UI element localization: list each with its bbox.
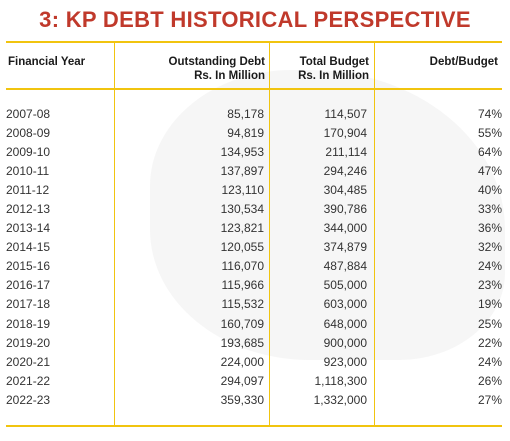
table-row: 2020-21 224,000 923,000 24% [6,352,502,371]
cell-total-budget: 344,000 [323,221,367,236]
table-row: 2021-22 294,097 1,118,300 26% [6,371,502,390]
cell-financial-year: 2012-13 [6,202,51,217]
cell-financial-year: 2019-20 [6,335,51,350]
cell-outstanding-debt: 123,821 [220,221,264,236]
cell-financial-year: 2013-14 [6,221,51,236]
header-outstanding-debt-line2: Rs. In Million [194,70,265,82]
table-row: 2015-16 116,070 487,884 24% [6,257,502,276]
cell-total-budget: 114,507 [324,106,368,121]
table-row: 2012-13 130,534 390,786 33% [6,199,502,218]
cell-outstanding-debt: 134,953 [220,144,264,159]
cell-debt-budget: 33% [477,202,502,217]
cell-outstanding-debt: 130,534 [220,202,264,217]
cell-debt-budget: 27% [477,392,502,407]
cell-financial-year: 2007-08 [6,106,51,121]
cell-financial-year: 2016-17 [6,278,51,293]
debt-table-body: 2007-08 85,178 114,507 74% 2008-09 94,819 170,… [6,104,502,410]
table-row: 2022-23 359,330 1,332,000 27% [6,390,502,409]
table-row: 2014-15 120,055 374,879 32% [6,238,502,257]
header-total-budget-line2: Rs. In Million [298,70,369,82]
cell-outstanding-debt: 359,330 [220,392,264,407]
cell-outstanding-debt: 193,685 [220,335,264,350]
header-rule [6,88,502,90]
cell-debt-budget: 23% [477,278,502,293]
header-outstanding-debt: Outstanding Debt Rs. In Million [115,55,265,83]
cell-financial-year: 2011-12 [6,182,50,197]
cell-total-budget: 304,485 [323,182,367,197]
cell-outstanding-debt: 160,709 [220,316,264,331]
table-row: 2013-14 123,821 344,000 36% [6,219,502,238]
cell-total-budget: 900,000 [323,335,367,350]
cell-debt-budget: 26% [477,373,502,388]
table-row: 2018-19 160,709 648,000 25% [6,314,502,333]
cell-total-budget: 648,000 [323,316,367,331]
column-divider [374,43,375,425]
cell-debt-budget: 36% [477,221,502,236]
top-rule [6,41,502,43]
cell-financial-year: 2022-23 [6,392,51,407]
cell-total-budget: 1,332,000 [313,392,367,407]
cell-debt-budget: 40% [477,182,502,197]
header-total-budget-line1: Total Budget [299,56,369,68]
cell-total-budget: 374,879 [323,240,367,255]
cell-outstanding-debt: 294,097 [220,373,264,388]
cell-debt-budget: 55% [477,125,502,140]
cell-outstanding-debt: 120,055 [220,240,264,255]
cell-total-budget: 487,884 [323,259,367,274]
cell-total-budget: 1,118,300 [314,373,368,388]
cell-financial-year: 2015-16 [6,259,51,274]
cell-outstanding-debt: 85,178 [227,106,264,121]
cell-outstanding-debt: 94,819 [227,125,264,140]
cell-financial-year: 2014-15 [6,240,51,255]
table-row: 2008-09 94,819 170,904 55% [6,123,502,142]
cell-debt-budget: 25% [477,316,502,331]
cell-financial-year: 2017-18 [6,297,51,312]
cell-financial-year: 2010-11 [6,163,50,178]
page-title: 3: KP DEBT HISTORICAL PERSPECTIVE [39,7,471,32]
cell-debt-budget: 64% [477,144,502,159]
cell-total-budget: 294,246 [323,163,367,178]
cell-total-budget: 211,114 [325,144,367,159]
cell-financial-year: 2018-19 [6,316,51,331]
cell-debt-budget: 22% [477,335,502,350]
debt-table: 2007-08 85,178 114,507 74% 2008-09 94,819 170,… [6,104,502,410]
table-row: 2019-20 193,685 900,000 22% [6,333,502,352]
cell-outstanding-debt: 116,070 [221,259,265,274]
cell-debt-budget: 32% [477,240,502,255]
table-row: 2011-12 123,110 304,485 40% [6,180,502,199]
cell-financial-year: 2009-10 [6,144,51,159]
header-outstanding-debt-line1: Outstanding Debt [168,56,265,68]
cell-total-budget: 390,786 [323,202,367,217]
table-row: 2010-11 137,897 294,246 47% [6,161,502,180]
cell-outstanding-debt: 137,897 [220,163,264,178]
bottom-rule [6,425,502,427]
cell-total-budget: 603,000 [323,297,367,312]
column-divider [269,43,270,425]
cell-total-budget: 923,000 [323,354,367,369]
cell-outstanding-debt: 224,000 [220,354,264,369]
table-row: 2017-18 115,532 603,000 19% [6,295,502,314]
header-total-budget: Total Budget Rs. In Million [270,55,369,83]
cell-debt-budget: 74% [477,106,502,121]
cell-debt-budget: 24% [477,259,502,274]
header-debt-budget: Debt/Budget [429,56,498,68]
cell-total-budget: 505,000 [323,278,367,293]
cell-outstanding-debt: 123,110 [221,182,265,197]
table-row: 2007-08 85,178 114,507 74% [6,104,502,123]
cell-financial-year: 2021-22 [6,373,51,388]
header-financial-year: Financial Year [8,56,86,68]
cell-financial-year: 2020-21 [6,354,51,369]
cell-total-budget: 170,904 [323,125,367,140]
cell-debt-budget: 24% [477,354,502,369]
cell-outstanding-debt: 115,966 [221,278,265,293]
table-row: 2016-17 115,966 505,000 23% [6,276,502,295]
table-row: 2009-10 134,953 211,114 64% [6,142,502,161]
cell-outstanding-debt: 115,532 [221,297,265,312]
cell-debt-budget: 47% [477,163,502,178]
cell-financial-year: 2008-09 [6,125,51,140]
background-map-shape [150,70,505,360]
cell-debt-budget: 19% [477,297,502,312]
column-divider [114,43,115,425]
